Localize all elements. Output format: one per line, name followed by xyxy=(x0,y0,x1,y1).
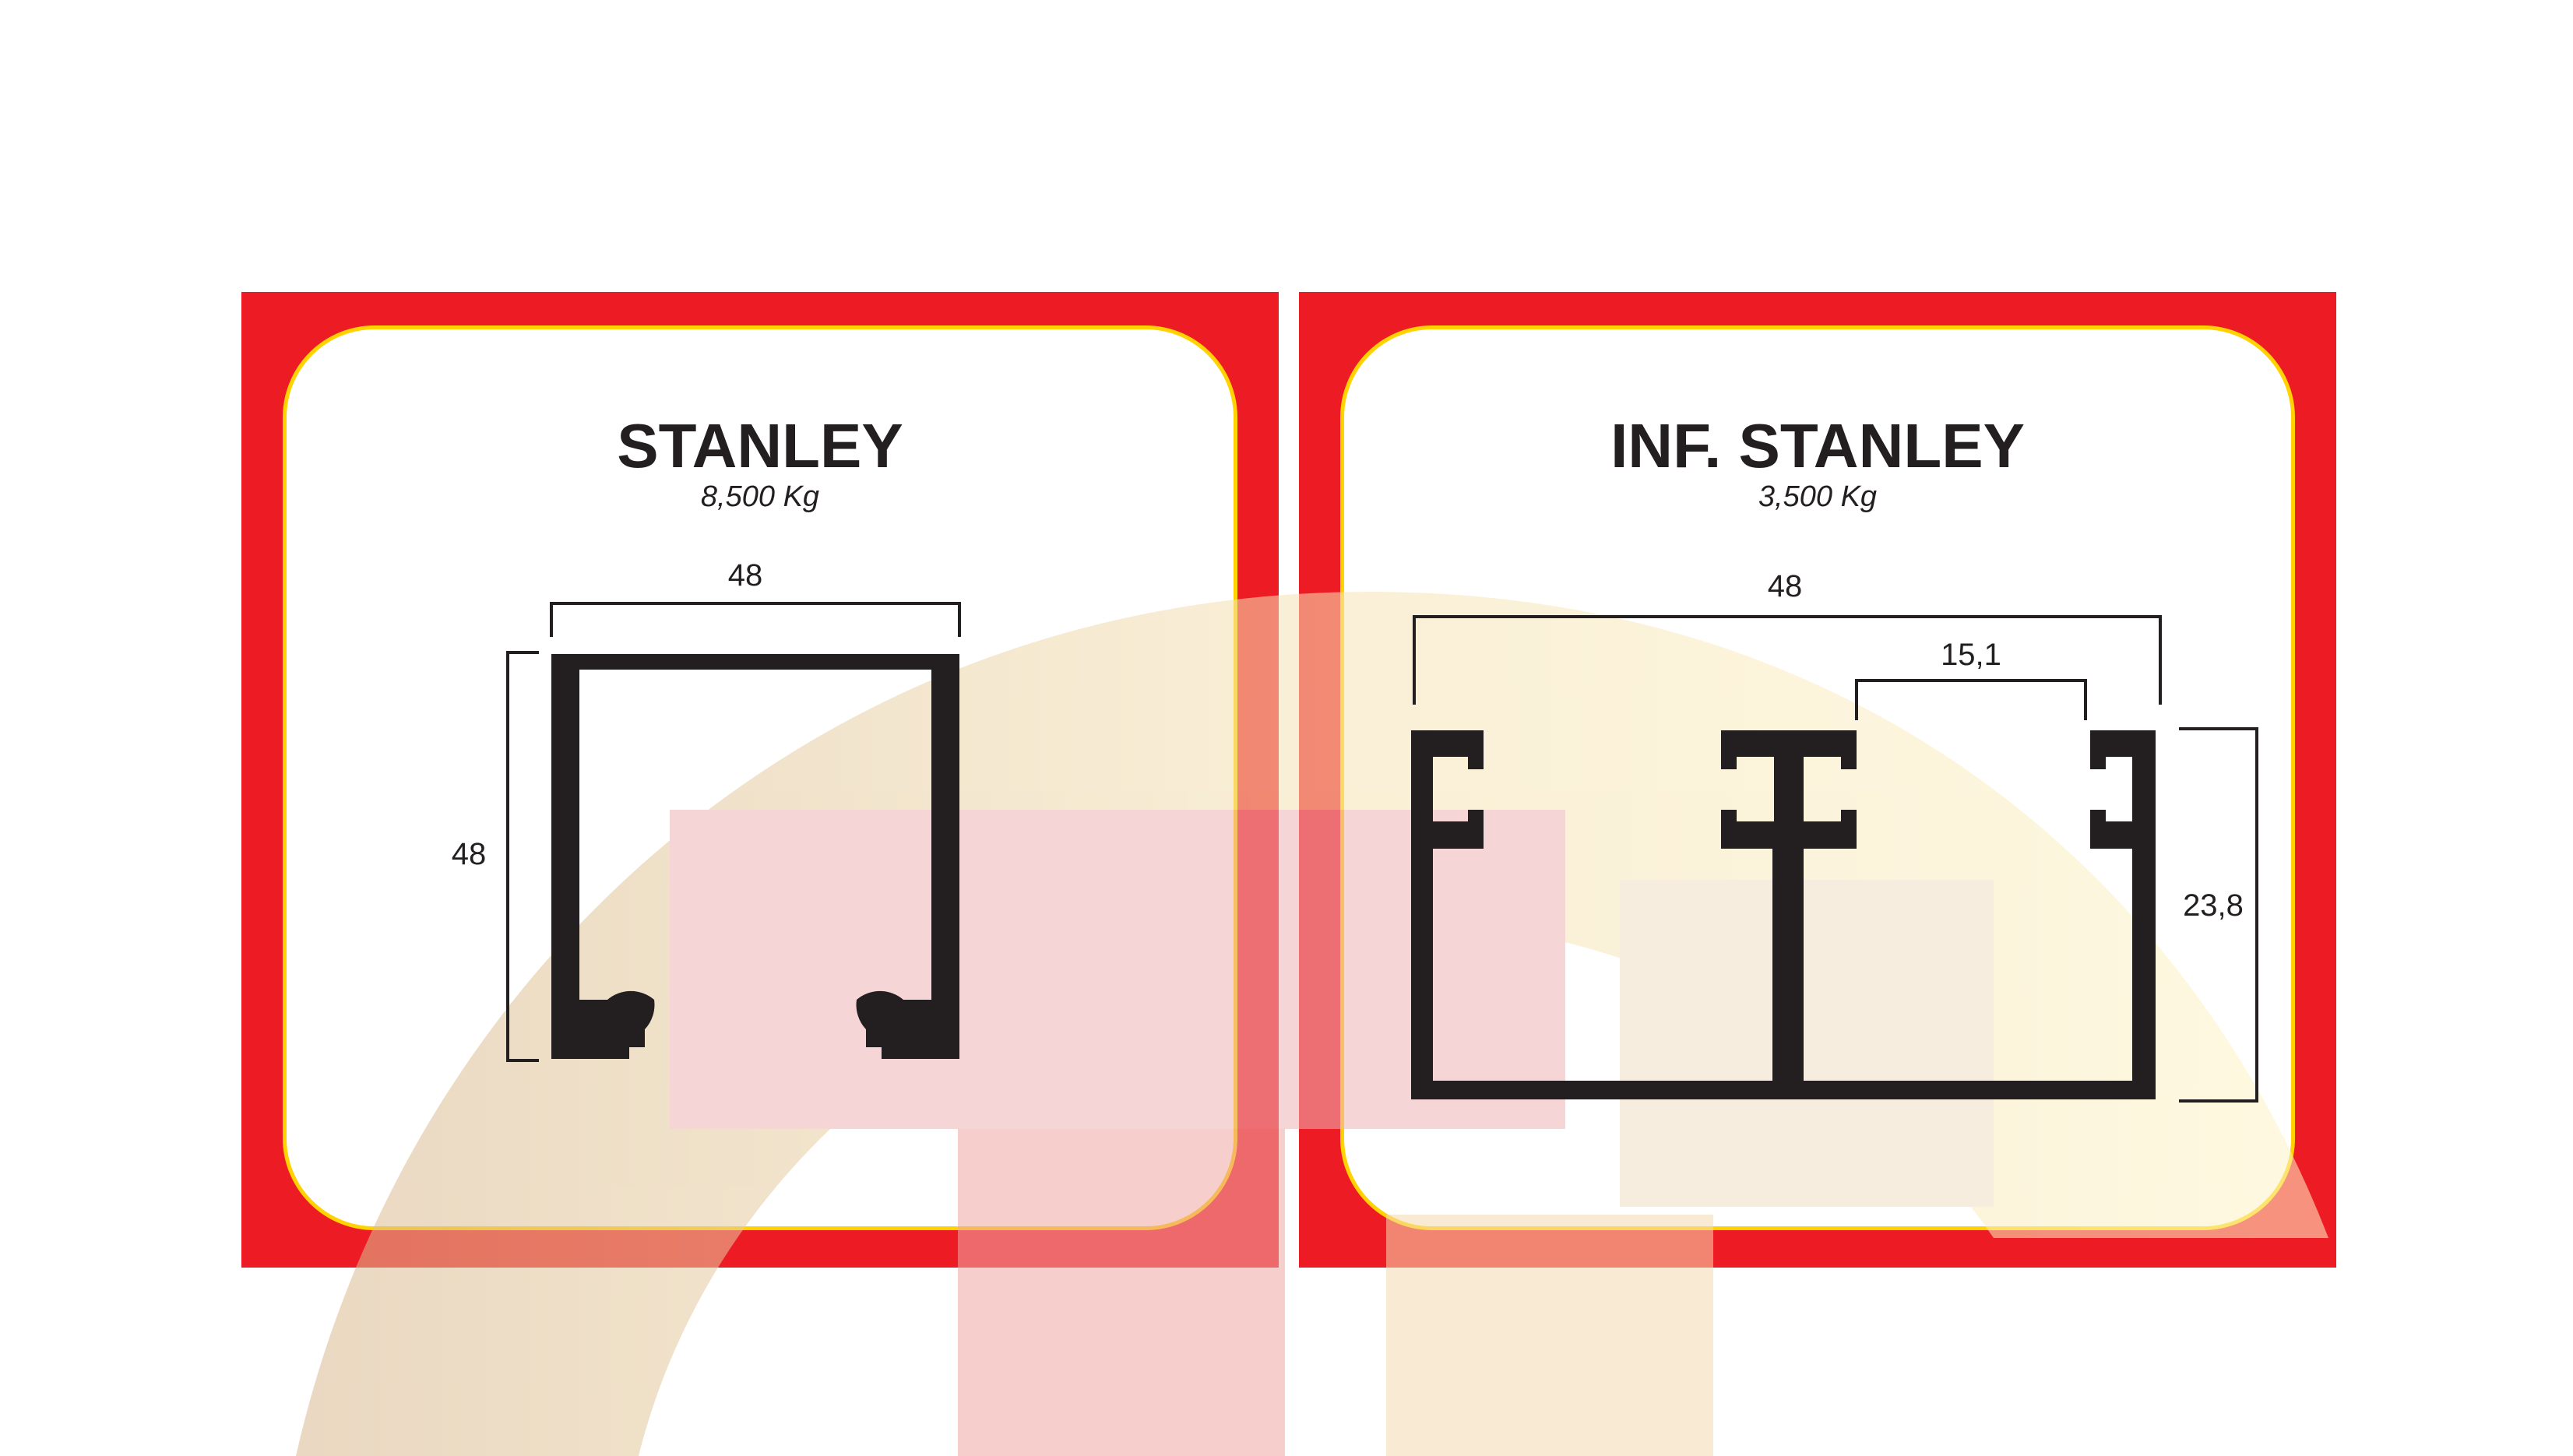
profile-weight: 8,500 Kg xyxy=(700,480,820,513)
profile-title: STANLEY xyxy=(617,411,903,480)
profile-title: INF. STANLEY xyxy=(1610,411,2025,480)
profile-card-stanley: STANLEY 8,500 Kg xyxy=(241,292,1279,1268)
profile-weight: 3,500 Kg xyxy=(1758,480,1878,513)
profile-card-inf-stanley: INF. STANLEY 3,500 Kg xyxy=(1299,292,2336,1268)
profile-card-inner: STANLEY 8,500 Kg xyxy=(283,325,1237,1230)
profile-card-inner: INF. STANLEY 3,500 Kg xyxy=(1340,325,2295,1230)
